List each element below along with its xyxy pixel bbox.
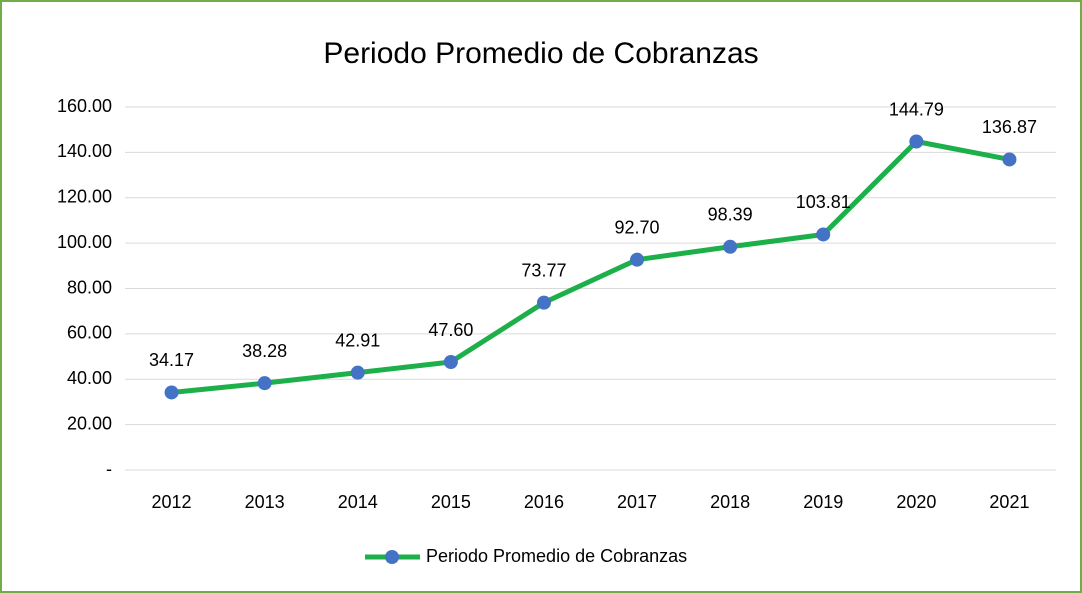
x-tick-label: 2020 [896,492,936,512]
data-label: 136.87 [982,117,1037,137]
series-line [171,139,1010,395]
y-tick-label: 60.00 [67,323,112,343]
data-label: 144.79 [889,99,944,119]
data-point [723,239,738,254]
y-tick-label: - [106,459,112,479]
x-tick-label: 2014 [338,492,378,512]
data-label: 73.77 [521,260,566,280]
data-point [1002,152,1017,167]
x-tick-label: 2015 [431,492,471,512]
data-label: 103.81 [796,192,851,212]
x-tick-label: 2017 [617,492,657,512]
x-tick-label: 2016 [524,492,564,512]
data-point [443,355,458,370]
data-point [630,252,645,267]
data-point [816,227,831,242]
x-tick-label: 2019 [803,492,843,512]
y-tick-label: 40.00 [67,368,112,388]
legend-label: Periodo Promedio de Cobranzas [426,546,687,566]
chart-title: Periodo Promedio de Cobranzas [323,37,758,70]
x-tick-label: 2021 [989,492,1029,512]
x-tick-label: 2013 [245,492,285,512]
data-point [257,376,272,391]
x-tick-label: 2018 [710,492,750,512]
data-label: 34.17 [149,350,194,370]
data-label: 92.70 [615,217,660,237]
x-tick-label: 2012 [152,492,192,512]
data-point [164,385,179,400]
y-tick-label: 140.00 [57,141,112,161]
data-label: 98.39 [708,205,753,225]
y-tick-label: 160.00 [57,96,112,116]
y-tick-label: 80.00 [67,277,112,297]
data-label: 38.28 [242,341,287,361]
legend-marker [385,550,399,564]
data-point [909,134,924,149]
data-point [350,365,365,380]
y-tick-label: 100.00 [57,232,112,252]
y-tick-label: 20.00 [67,413,112,433]
data-label: 47.60 [428,320,473,340]
data-point [536,295,551,310]
y-tick-label: 120.00 [57,187,112,207]
data-label: 42.91 [335,330,380,350]
